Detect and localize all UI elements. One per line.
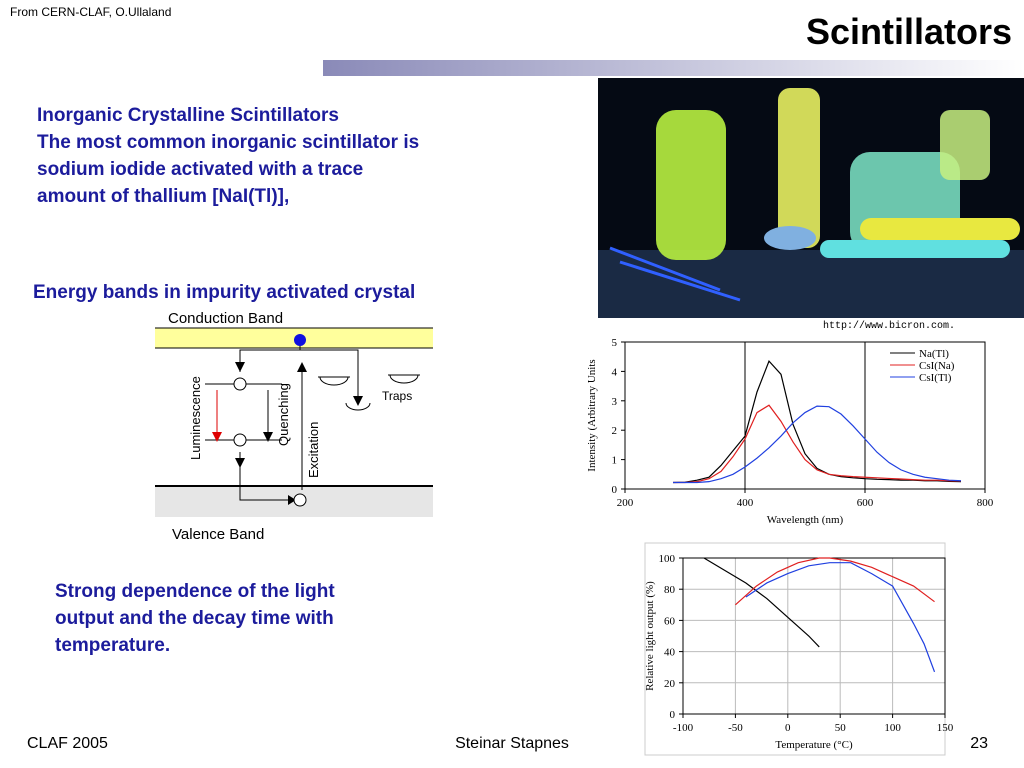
- y-tick-label: 5: [612, 337, 618, 349]
- legend-label: Na(Tl): [919, 348, 949, 360]
- band-diagram: Conduction Band Valence Band Luminescenc…: [155, 310, 433, 543]
- level: [233, 377, 247, 391]
- slide-title: Scintillators: [806, 11, 1012, 52]
- plot-frame: [682, 557, 946, 715]
- luminescence-label: Luminescence: [188, 376, 203, 460]
- x-tick-label: 800: [977, 497, 994, 509]
- x-tick-label: -50: [728, 722, 743, 734]
- note-line: Strong dependence of the light: [55, 581, 335, 602]
- arrowhead: [212, 432, 222, 442]
- x-tick-label: 600: [857, 497, 874, 509]
- legend-label: CsI(Tl): [919, 372, 952, 384]
- conduction-band: [155, 328, 433, 348]
- intro-heading: Inorganic Crystalline Scintillators: [37, 105, 339, 126]
- crystal: [940, 110, 990, 180]
- x-tick-label: 200: [617, 497, 634, 509]
- x-axis-label: Temperature (°C): [775, 739, 853, 751]
- series-line: [735, 557, 935, 606]
- x-tick-label: 0: [785, 722, 791, 734]
- series-line: [673, 405, 962, 484]
- y-tick-label: 60: [664, 615, 676, 627]
- diagram-caption: Energy bands in impurity activated cryst…: [33, 282, 415, 303]
- note-line: temperature.: [55, 635, 170, 656]
- note-line: output and the decay time with: [55, 608, 334, 629]
- y-axis-label: Intensity (Arbitrary Units: [586, 359, 598, 471]
- rod: [820, 240, 1010, 258]
- plot-frame: [624, 341, 986, 490]
- hole: [293, 493, 307, 507]
- x-tick-label: 50: [835, 722, 847, 734]
- y-tick-label: 0: [670, 709, 676, 721]
- y-tick-label: 100: [659, 553, 676, 565]
- intro-line: sodium iodide activated with a trace: [37, 159, 363, 180]
- legend-label: CsI(Na): [919, 360, 955, 372]
- footer-left: CLAF 2005: [27, 735, 108, 752]
- lens: [764, 226, 816, 250]
- y-tick-label: 0: [612, 484, 618, 496]
- fiber: [609, 246, 721, 292]
- crystal: [778, 88, 820, 248]
- x-axis-label: Wavelength (nm): [767, 514, 844, 526]
- traps-label: Traps: [382, 389, 412, 403]
- intro-line: amount of thallium [NaI(Tl)],: [37, 186, 289, 207]
- series-line: [703, 557, 820, 648]
- rod: [860, 218, 1020, 240]
- y-tick-label: 4: [612, 366, 618, 378]
- y-tick-label: 20: [664, 678, 676, 690]
- title-bar: [323, 60, 1024, 76]
- y-tick-label: 40: [664, 647, 676, 659]
- intro-line: The most common inorganic scintillator i…: [37, 132, 419, 153]
- quenching-label: Quenching: [276, 383, 291, 446]
- x-tick-label: -100: [673, 722, 694, 734]
- x-tick-label: 400: [737, 497, 754, 509]
- source: From CERN-CLAF, O.Ullaland: [10, 5, 171, 19]
- y-tick-label: 1: [612, 455, 618, 467]
- x-tick-label: 150: [937, 722, 954, 734]
- electron: [294, 334, 306, 346]
- photo-credit: http://www.bicron.com.: [823, 320, 955, 332]
- series-line: [672, 359, 962, 484]
- level: [233, 433, 247, 447]
- conduction-label: Conduction Band: [168, 310, 283, 327]
- series-line: [745, 562, 936, 673]
- series-line: [673, 404, 962, 484]
- reflection: [598, 250, 1024, 318]
- y-axis-label: Relative light output (%): [644, 581, 656, 691]
- x-tick-label: 100: [884, 722, 901, 734]
- excitation-label: Excitation: [306, 422, 321, 478]
- footer-center: Steinar Stapnes: [455, 735, 569, 752]
- fiber: [619, 260, 741, 302]
- arrowheads: [235, 362, 363, 505]
- photo: [598, 78, 1024, 318]
- y-tick-label: 80: [664, 584, 676, 596]
- valence-label: Valence Band: [172, 526, 264, 543]
- crystal: [656, 110, 726, 260]
- page-number: 23: [970, 735, 988, 752]
- y-tick-label: 3: [612, 396, 618, 408]
- y-tick-label: 2: [612, 425, 618, 437]
